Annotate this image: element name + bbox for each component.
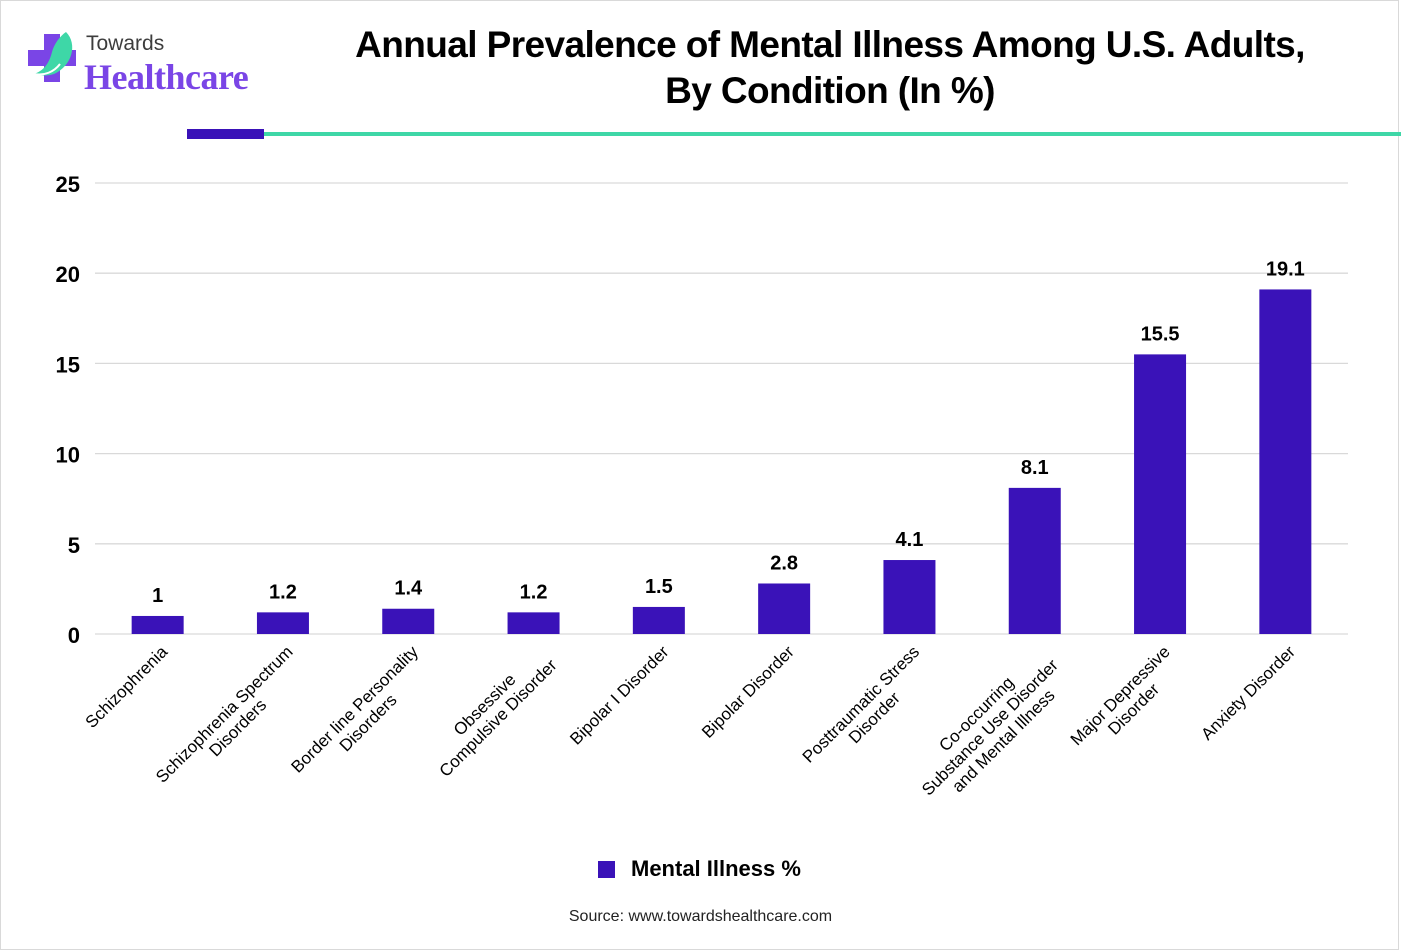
bar [1259,289,1312,634]
bar [632,606,685,634]
bar [131,615,184,634]
data-label: 15.5 [1141,323,1180,345]
y-tick-label: 10 [56,443,80,468]
data-label: 2.8 [770,552,798,574]
y-tick-label: 5 [68,533,80,558]
y-tick-label: 25 [56,172,80,197]
data-label: 1 [152,585,163,607]
y-tick-label: 15 [56,352,80,377]
legend: Mental Illness % [598,856,801,882]
brand-name-bottom: Healthcare [84,57,249,97]
x-tick-label: Schizophrenia [82,642,172,732]
x-tick-label-line: Schizophrenia Spectrum [152,642,296,786]
chart-title: Annual Prevalence of Mental Illness Amon… [290,22,1370,114]
y-tick-label: 0 [68,623,80,648]
y-tick-label: 20 [56,262,80,287]
brand-name-top: Towards [86,32,165,55]
x-tick-label: Bipolar I Disorder [566,642,673,749]
x-tick-label-line: Posttraumatic Stress [799,642,923,766]
data-label: 1.2 [269,581,297,603]
x-tick-label-line: Anxiety Disorder [1197,642,1299,744]
x-tick-label-line: Border line Personality [288,642,423,777]
chart-title-line-2: By Condition (In %) [665,70,995,111]
bar [1008,487,1061,634]
x-tick-label-line: Compulsive Disorder [436,655,561,780]
bar [256,612,309,634]
x-tick-label-line: Schizophrenia [82,642,172,732]
title-accent-bar [187,129,264,139]
medical-cross-leaf-icon [28,32,76,82]
y-axis-ticks: 0 5 10 15 20 25 [56,172,80,648]
bar [1134,354,1187,634]
data-label: 8.1 [1021,457,1049,479]
x-tick-label-line: Bipolar I Disorder [566,642,673,749]
source-note: Source: www.towardshealthcare.com [568,908,833,925]
legend-label: Mental Illness % [631,856,801,881]
data-label: 1.4 [394,578,423,600]
data-label: 1.5 [645,576,673,598]
data-label: 19.1 [1266,258,1305,280]
legend-swatch [598,860,615,878]
bar [758,583,811,634]
bars [131,289,1312,634]
bar [507,612,560,634]
chart-title-line-1: Annual Prevalence of Mental Illness Amon… [355,24,1305,65]
bar [883,560,936,634]
x-tick-label: Bipolar Disorder [698,642,798,742]
data-labels: 1 1.2 1.4 1.2 1.5 2.8 4.1 8.1 15.5 19.1 [152,258,1305,607]
brand-logo: Towards Healthcare [26,30,266,100]
x-tick-label-line: Substance Use Disorder [918,655,1062,799]
bar [382,608,435,634]
data-label: 4.1 [896,529,924,551]
x-tick-label-line: Bipolar Disorder [698,642,798,742]
data-label: 1.2 [520,581,548,603]
title-divider-line [264,132,1401,136]
x-tick-label: Anxiety Disorder [1197,642,1299,744]
